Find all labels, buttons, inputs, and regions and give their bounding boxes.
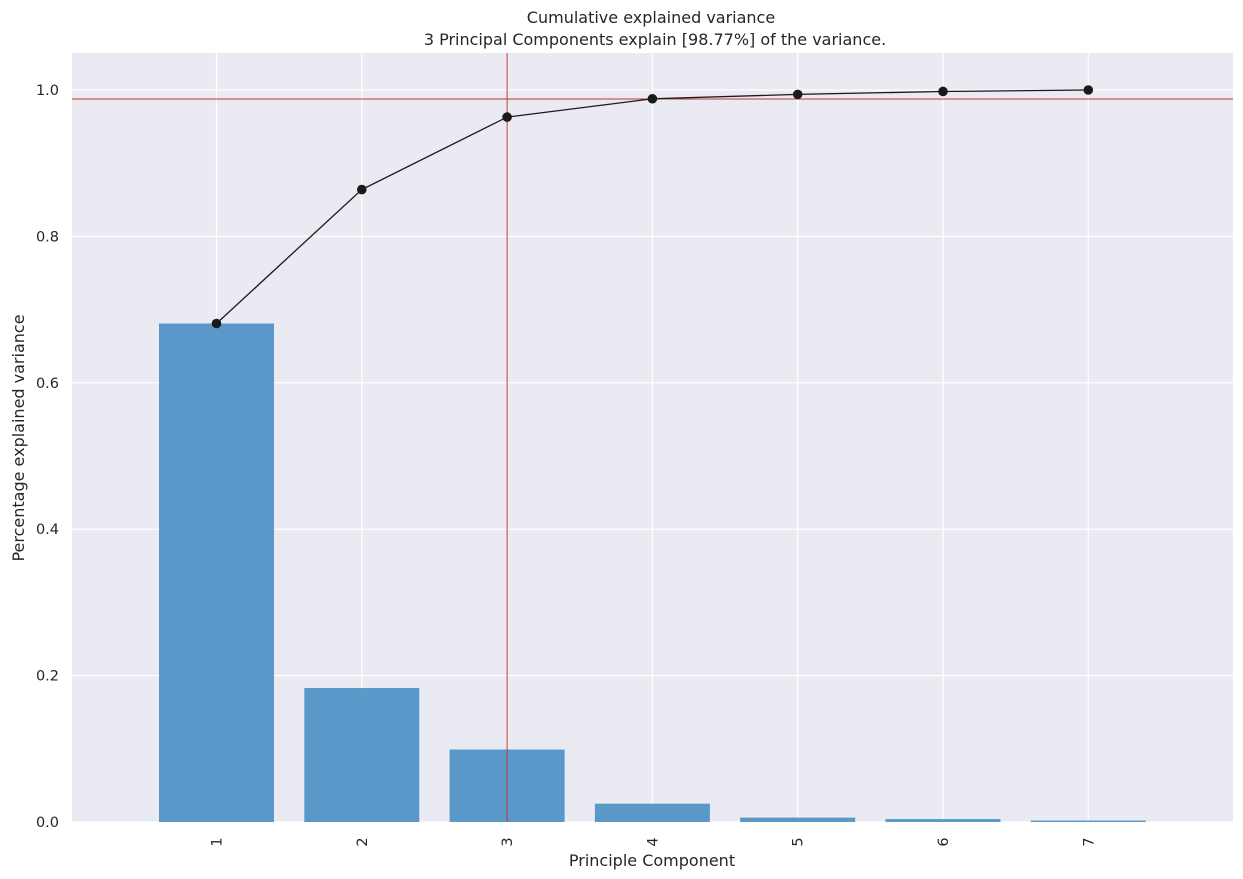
y-tick-label: 0.8	[36, 229, 59, 245]
bar-pc-1	[159, 323, 274, 822]
bar-pc-2	[304, 688, 420, 822]
x-tick-label: 6	[936, 837, 952, 846]
x-tick-label: 4	[645, 837, 661, 846]
bars	[159, 323, 1146, 822]
y-tick-label: 0.4	[36, 522, 59, 538]
y-tick-label: 0.2	[36, 669, 59, 685]
x-tick-label: 7	[1081, 837, 1097, 846]
y-tick-label: 0.6	[36, 376, 59, 392]
x-tick-label: 2	[355, 837, 371, 846]
cumulative-point-4	[647, 93, 658, 104]
cumulative-point-1	[211, 318, 222, 329]
cumulative-point-7	[1083, 85, 1094, 95]
bar-pc-5	[740, 817, 856, 822]
chart-title: Cumulative explained variance	[527, 8, 775, 27]
chart-subtitle: 3 Principal Components explain [98.77%] …	[424, 30, 886, 49]
y-tick-label: 1.0	[36, 83, 59, 99]
bar-pc-4	[594, 803, 710, 822]
x-tick-label: 5	[791, 837, 807, 846]
bar-pc-6	[885, 819, 1001, 822]
bar-pc-7	[1030, 820, 1146, 822]
x-tick-label: 3	[500, 837, 516, 846]
y-tick-label: 0.0	[36, 815, 59, 831]
cumulative-line	[211, 85, 1094, 329]
cumulative-point-5	[792, 89, 803, 100]
cumulative-point-6	[938, 86, 948, 97]
x-tick-label: 1	[210, 837, 226, 846]
cumulative-point-2	[357, 184, 367, 195]
cumulative-point-3	[502, 112, 512, 122]
tick-labels: 0.0 0.2 0.4 0.6 0.8 1.0 1 2 3 4 5 6 7	[36, 83, 1097, 847]
x-axis-label: Principle Component	[569, 851, 735, 870]
y-axis-label: Percentage explained variance	[9, 314, 28, 561]
